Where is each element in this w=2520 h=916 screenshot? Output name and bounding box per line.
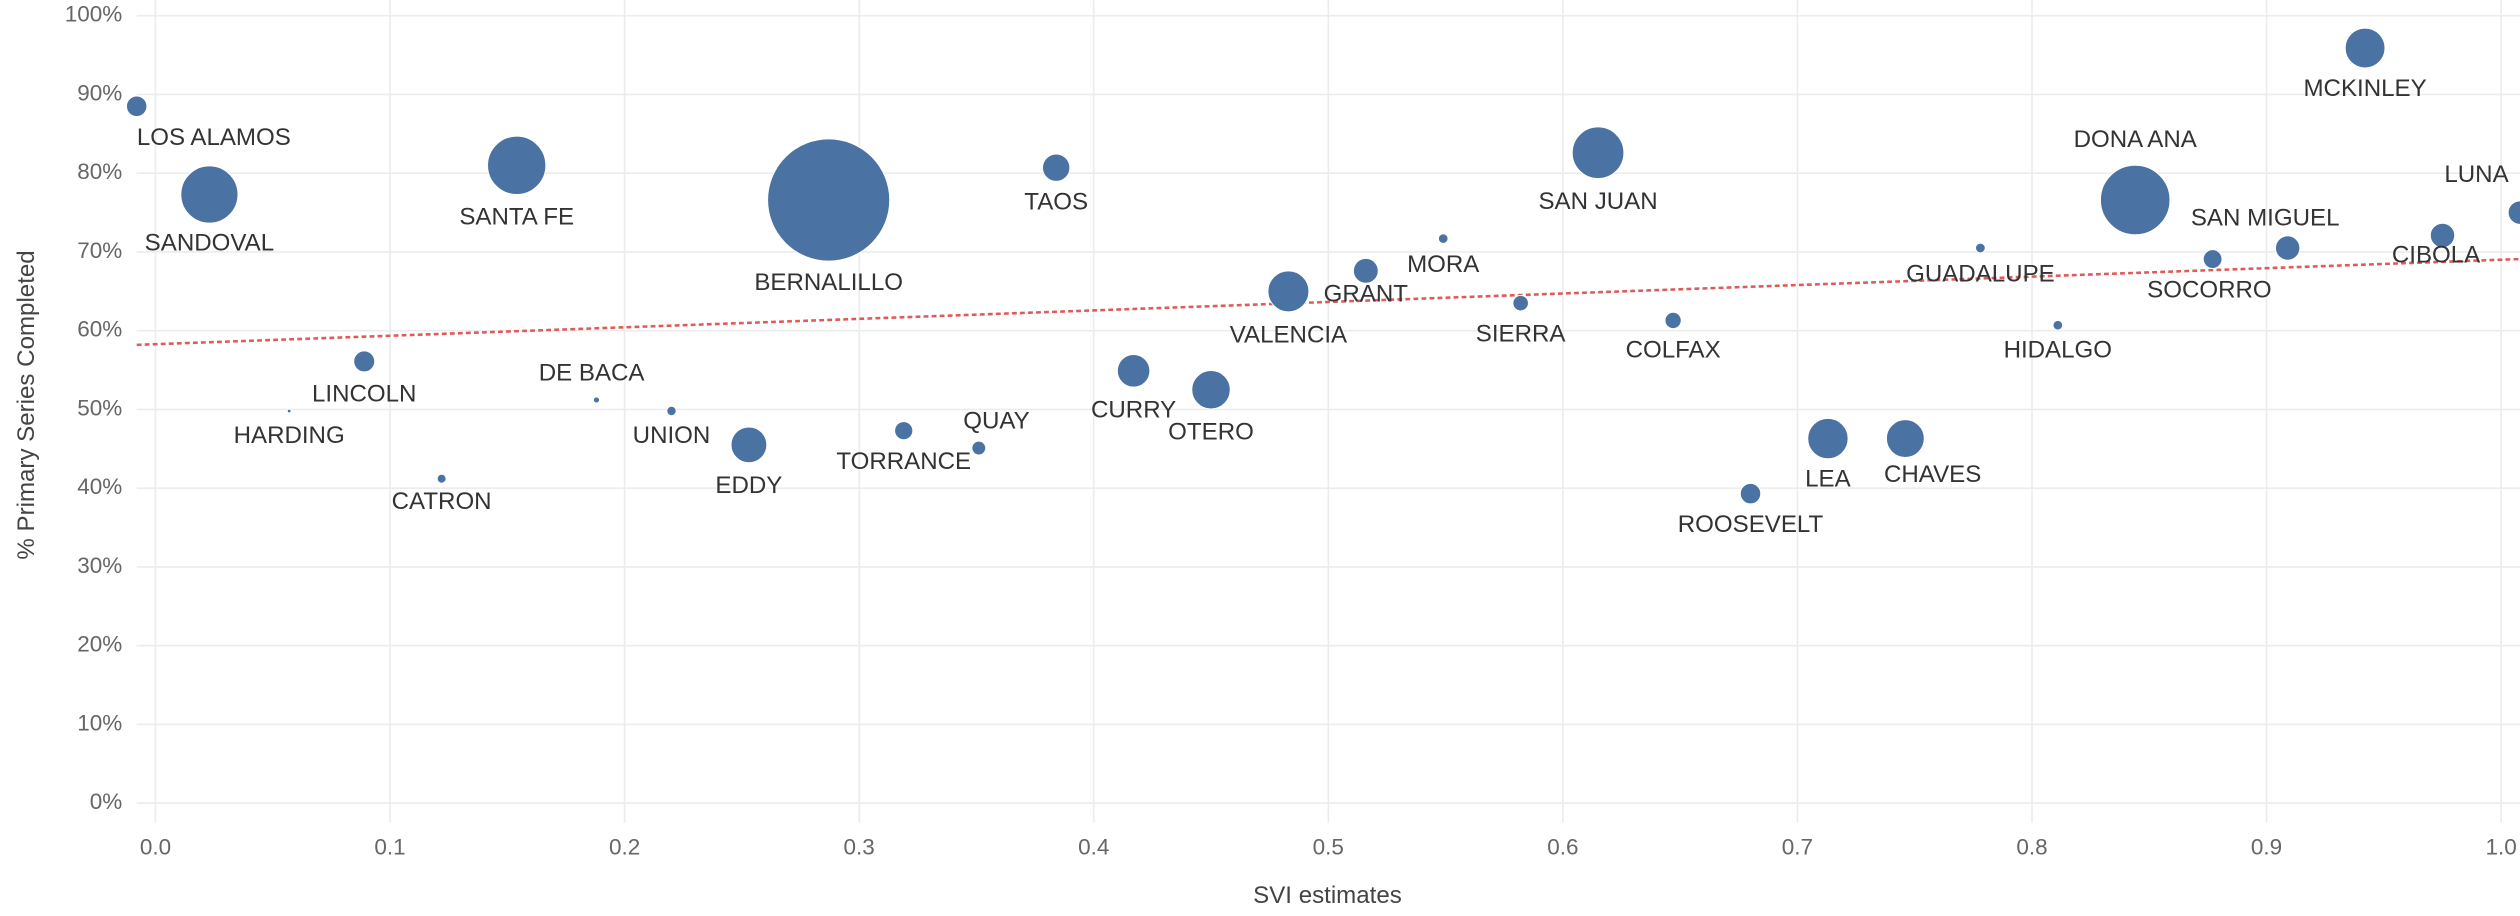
y-tick-label: 70% [77, 238, 122, 263]
point-label: UNION [633, 422, 711, 449]
x-tick-label: 1.0 [2486, 834, 2517, 859]
x-tick-label: 0.1 [374, 834, 405, 859]
y-tick-label: 100% [65, 2, 123, 27]
bubble [487, 135, 547, 195]
x-tick-label: 0.3 [844, 834, 875, 859]
y-tick-label: 0% [90, 789, 123, 814]
x-tick-label: 0.7 [1782, 834, 1813, 859]
point-label: HARDING [234, 422, 345, 449]
bubble [1807, 417, 1849, 460]
bubble [1191, 370, 1231, 410]
point-label: OTERO [1168, 418, 1254, 445]
bubble [730, 426, 768, 464]
bubble [1352, 257, 1379, 284]
x-tick-label: 0.2 [609, 834, 640, 859]
point-label: EDDY [715, 472, 782, 499]
x-tick-label: 0.6 [1547, 834, 1578, 859]
bubble [286, 408, 292, 414]
point-label: LUNA [2444, 161, 2509, 188]
bubble [2099, 164, 2171, 236]
point-label: CATRON [392, 488, 492, 515]
point-label: LEA [1805, 466, 1851, 493]
point-label: LINCOLN [312, 381, 416, 408]
bubble [971, 440, 987, 456]
bubble [1664, 311, 1682, 330]
bubble [353, 350, 376, 373]
y-tick-label: 40% [77, 474, 122, 499]
x-tick-label: 0.4 [1078, 834, 1109, 859]
point-label: DONA ANA [2074, 126, 2198, 153]
point-label: ROOSEVELT [1678, 511, 1824, 538]
bubble [180, 165, 239, 224]
point-label: SIERRA [1476, 321, 1567, 348]
bubble [894, 421, 914, 441]
point-label: TAOS [1024, 188, 1088, 215]
bubble [2274, 235, 2301, 261]
point-label: SAN JUAN [1538, 188, 1657, 215]
bubble [1116, 354, 1151, 388]
y-tick-label: 20% [77, 632, 122, 657]
y-tick-label: 30% [77, 553, 122, 578]
point-label: BERNALILLO [754, 269, 903, 296]
point-label: CIBOLA [2392, 242, 2481, 269]
bubble [1267, 270, 1310, 313]
bubble [125, 95, 148, 118]
point-label: TORRANCE [836, 448, 971, 475]
y-axis-title: % Primary Series Completed [13, 250, 40, 559]
bubble [1042, 153, 1071, 182]
point-label: MORA [1407, 251, 1480, 278]
point-label: QUAY [963, 408, 1030, 435]
bubble [2507, 200, 2520, 225]
bubble [1512, 294, 1529, 312]
y-tick-label: 80% [77, 159, 122, 184]
point-label: GRANT [1324, 280, 1409, 307]
point-label: SOCORRO [2147, 277, 2272, 304]
point-label: CURRY [1091, 396, 1176, 423]
bubble [1571, 126, 1625, 180]
x-tick-label: 0.0 [140, 834, 171, 859]
bubble [1885, 419, 1925, 458]
point-label: GUADALUPE [1906, 261, 2055, 288]
y-tick-label: 10% [77, 710, 122, 735]
bubble [1437, 233, 1449, 244]
bubble [2202, 249, 2223, 269]
point-label: SANDOVAL [145, 230, 274, 257]
x-axis-title: SVI estimates [1253, 882, 1402, 909]
trend-line [136, 257, 2520, 347]
point-label: DE BACA [539, 360, 646, 387]
point-label: MCKINLEY [2303, 75, 2426, 102]
bubble [592, 396, 600, 404]
point-label: CHAVES [1884, 461, 1981, 488]
point-label: HIDALGO [2004, 336, 2112, 363]
bubble [666, 405, 677, 417]
bubble [2429, 222, 2456, 249]
y-tick-label: 60% [77, 317, 122, 342]
y-tick-label: 50% [77, 395, 122, 420]
x-tick-label: 0.8 [2016, 834, 2047, 859]
point-label: COLFAX [1626, 336, 1721, 363]
bubble [2344, 27, 2386, 69]
point-label: SAN MIGUEL [2191, 204, 2340, 231]
bubble [1975, 242, 1986, 254]
x-tick-label: 0.5 [1313, 834, 1344, 859]
bubble [767, 138, 891, 262]
point-label: SANTA FE [459, 204, 574, 231]
bubble [436, 473, 447, 484]
bubble [1739, 482, 1762, 505]
point-label: VALENCIA [1230, 322, 1348, 349]
y-tick-label: 90% [77, 80, 122, 105]
x-tick-label: 0.9 [2251, 834, 2282, 859]
point-label: LOS ALAMOS [137, 124, 291, 151]
bubble [2052, 319, 2064, 331]
